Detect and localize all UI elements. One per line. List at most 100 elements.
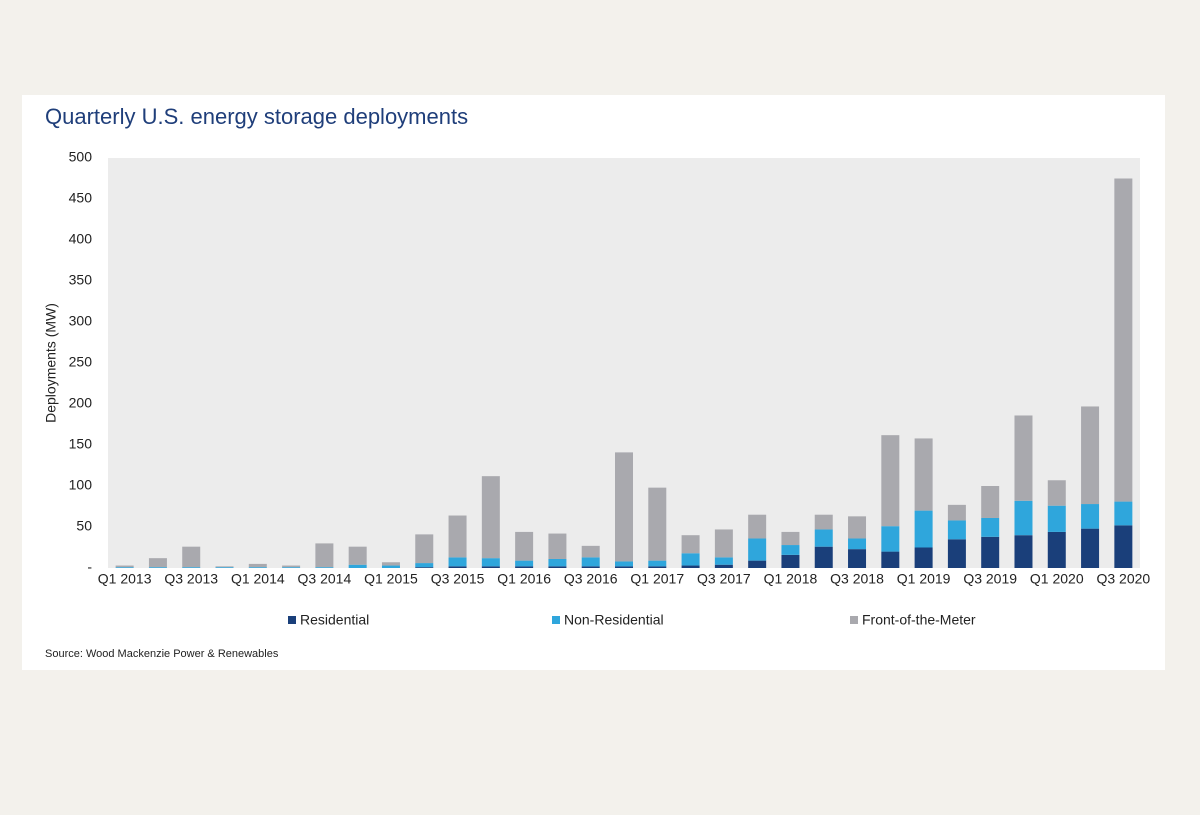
bar-segment [848, 516, 867, 539]
bar-segment [781, 554, 800, 568]
bar-segment [415, 567, 434, 568]
bar-segment [315, 567, 334, 568]
bar-segment [947, 539, 966, 568]
y-tick-label: 150 [69, 436, 93, 452]
x-tick-label: Q1 2017 [630, 571, 684, 587]
y-tick-label: - [87, 559, 92, 575]
bar-segment [714, 564, 733, 568]
chart-title: Quarterly U.S. energy storage deployment… [45, 104, 468, 129]
bar-segment [748, 560, 767, 568]
bar-segment [548, 558, 567, 567]
bar-segment [348, 564, 367, 568]
bar-segment [415, 534, 434, 564]
bar-segment [814, 514, 833, 530]
bar-segment [448, 515, 467, 558]
y-tick-label: 450 [69, 190, 93, 206]
x-tick-label: Q3 2018 [830, 571, 884, 587]
x-tick-label: Q3 2020 [1096, 571, 1150, 587]
x-tick-label: Q1 2013 [98, 571, 152, 587]
bar-segment [648, 560, 667, 567]
bar-segment [315, 543, 334, 568]
bar-segment [615, 452, 633, 562]
bar-segment [282, 567, 301, 568]
bar-segment [481, 566, 500, 568]
y-tick-label: 250 [69, 354, 93, 370]
bar-segment [1081, 406, 1100, 505]
y-tick-label: 350 [69, 272, 93, 288]
x-tick-label: Q1 2016 [497, 571, 551, 587]
bar-segment [515, 566, 534, 568]
bar-segment [248, 567, 267, 568]
bar-segment [648, 566, 667, 568]
bar-segment [714, 557, 733, 565]
bar-segment [981, 517, 1000, 537]
bar-segment [515, 531, 534, 561]
bar-segment [215, 567, 234, 568]
y-tick-label: 50 [76, 518, 92, 534]
y-tick-label: 400 [69, 231, 93, 247]
bar-segment [947, 504, 966, 521]
bar-segment [1014, 535, 1033, 568]
source-note: Source: Wood Mackenzie Power & Renewable… [45, 648, 279, 660]
bar-segment [748, 538, 767, 561]
bar-segment [881, 551, 900, 568]
legend-swatch [552, 616, 560, 624]
bar-segment [714, 529, 733, 558]
bar-segment [1114, 178, 1133, 502]
x-tick-label: Q1 2020 [1030, 571, 1084, 587]
bar-segment [1114, 501, 1133, 526]
bar-segment [481, 476, 500, 559]
bar-segment [748, 514, 767, 539]
y-tick-label: 100 [69, 477, 93, 493]
y-tick-label: 300 [69, 313, 93, 329]
bar-segment [848, 538, 867, 550]
legend-label: Residential [300, 612, 369, 628]
bar-segment [115, 565, 134, 568]
bar-segment [581, 566, 600, 568]
y-axis-label: Deployments (MW) [43, 303, 59, 423]
bar-segment [481, 558, 500, 567]
x-tick-label: Q3 2016 [564, 571, 618, 587]
bar-segment [814, 546, 833, 568]
bar-segment [1014, 500, 1033, 536]
x-tick-label: Q3 2019 [963, 571, 1017, 587]
bar-segment [781, 531, 800, 546]
bar-segment [981, 536, 1000, 568]
x-tick-label: Q1 2019 [897, 571, 951, 587]
bar-segment [215, 566, 234, 568]
bar-segment [814, 529, 833, 547]
bar-segment [1081, 504, 1100, 529]
bar-segment [615, 561, 633, 567]
x-tick-label: Q3 2014 [298, 571, 352, 587]
bar-segment [914, 510, 933, 548]
bar-segment [1014, 415, 1033, 501]
x-tick-label: Q1 2018 [764, 571, 818, 587]
bar-segment [681, 535, 700, 554]
y-tick-label: 200 [69, 395, 93, 411]
bar-segment [148, 558, 167, 568]
bar-segment [848, 549, 867, 568]
bar-segment [681, 553, 700, 566]
bar-segment [581, 545, 600, 558]
bar-segment [381, 565, 400, 568]
bar-segment [348, 546, 367, 565]
legend-swatch [850, 616, 858, 624]
bar-segment [248, 563, 267, 568]
bar-segment [515, 560, 534, 567]
bar-segment [115, 567, 134, 568]
bar-segment [648, 487, 667, 561]
x-tick-label: Q3 2017 [697, 571, 751, 587]
x-tick-label: Q3 2013 [164, 571, 218, 587]
x-tick-label: Q1 2015 [364, 571, 418, 587]
bar-segment [282, 565, 301, 568]
bar-segment [381, 562, 400, 566]
bar-segment [681, 565, 700, 568]
bar-segment [182, 546, 201, 568]
bar-segment [981, 486, 1000, 518]
bar-segment [548, 533, 567, 559]
bar-segment [448, 566, 467, 568]
legend-label: Non-Residential [564, 612, 664, 628]
legend-swatch [288, 616, 296, 624]
y-tick-label: 500 [69, 149, 93, 165]
